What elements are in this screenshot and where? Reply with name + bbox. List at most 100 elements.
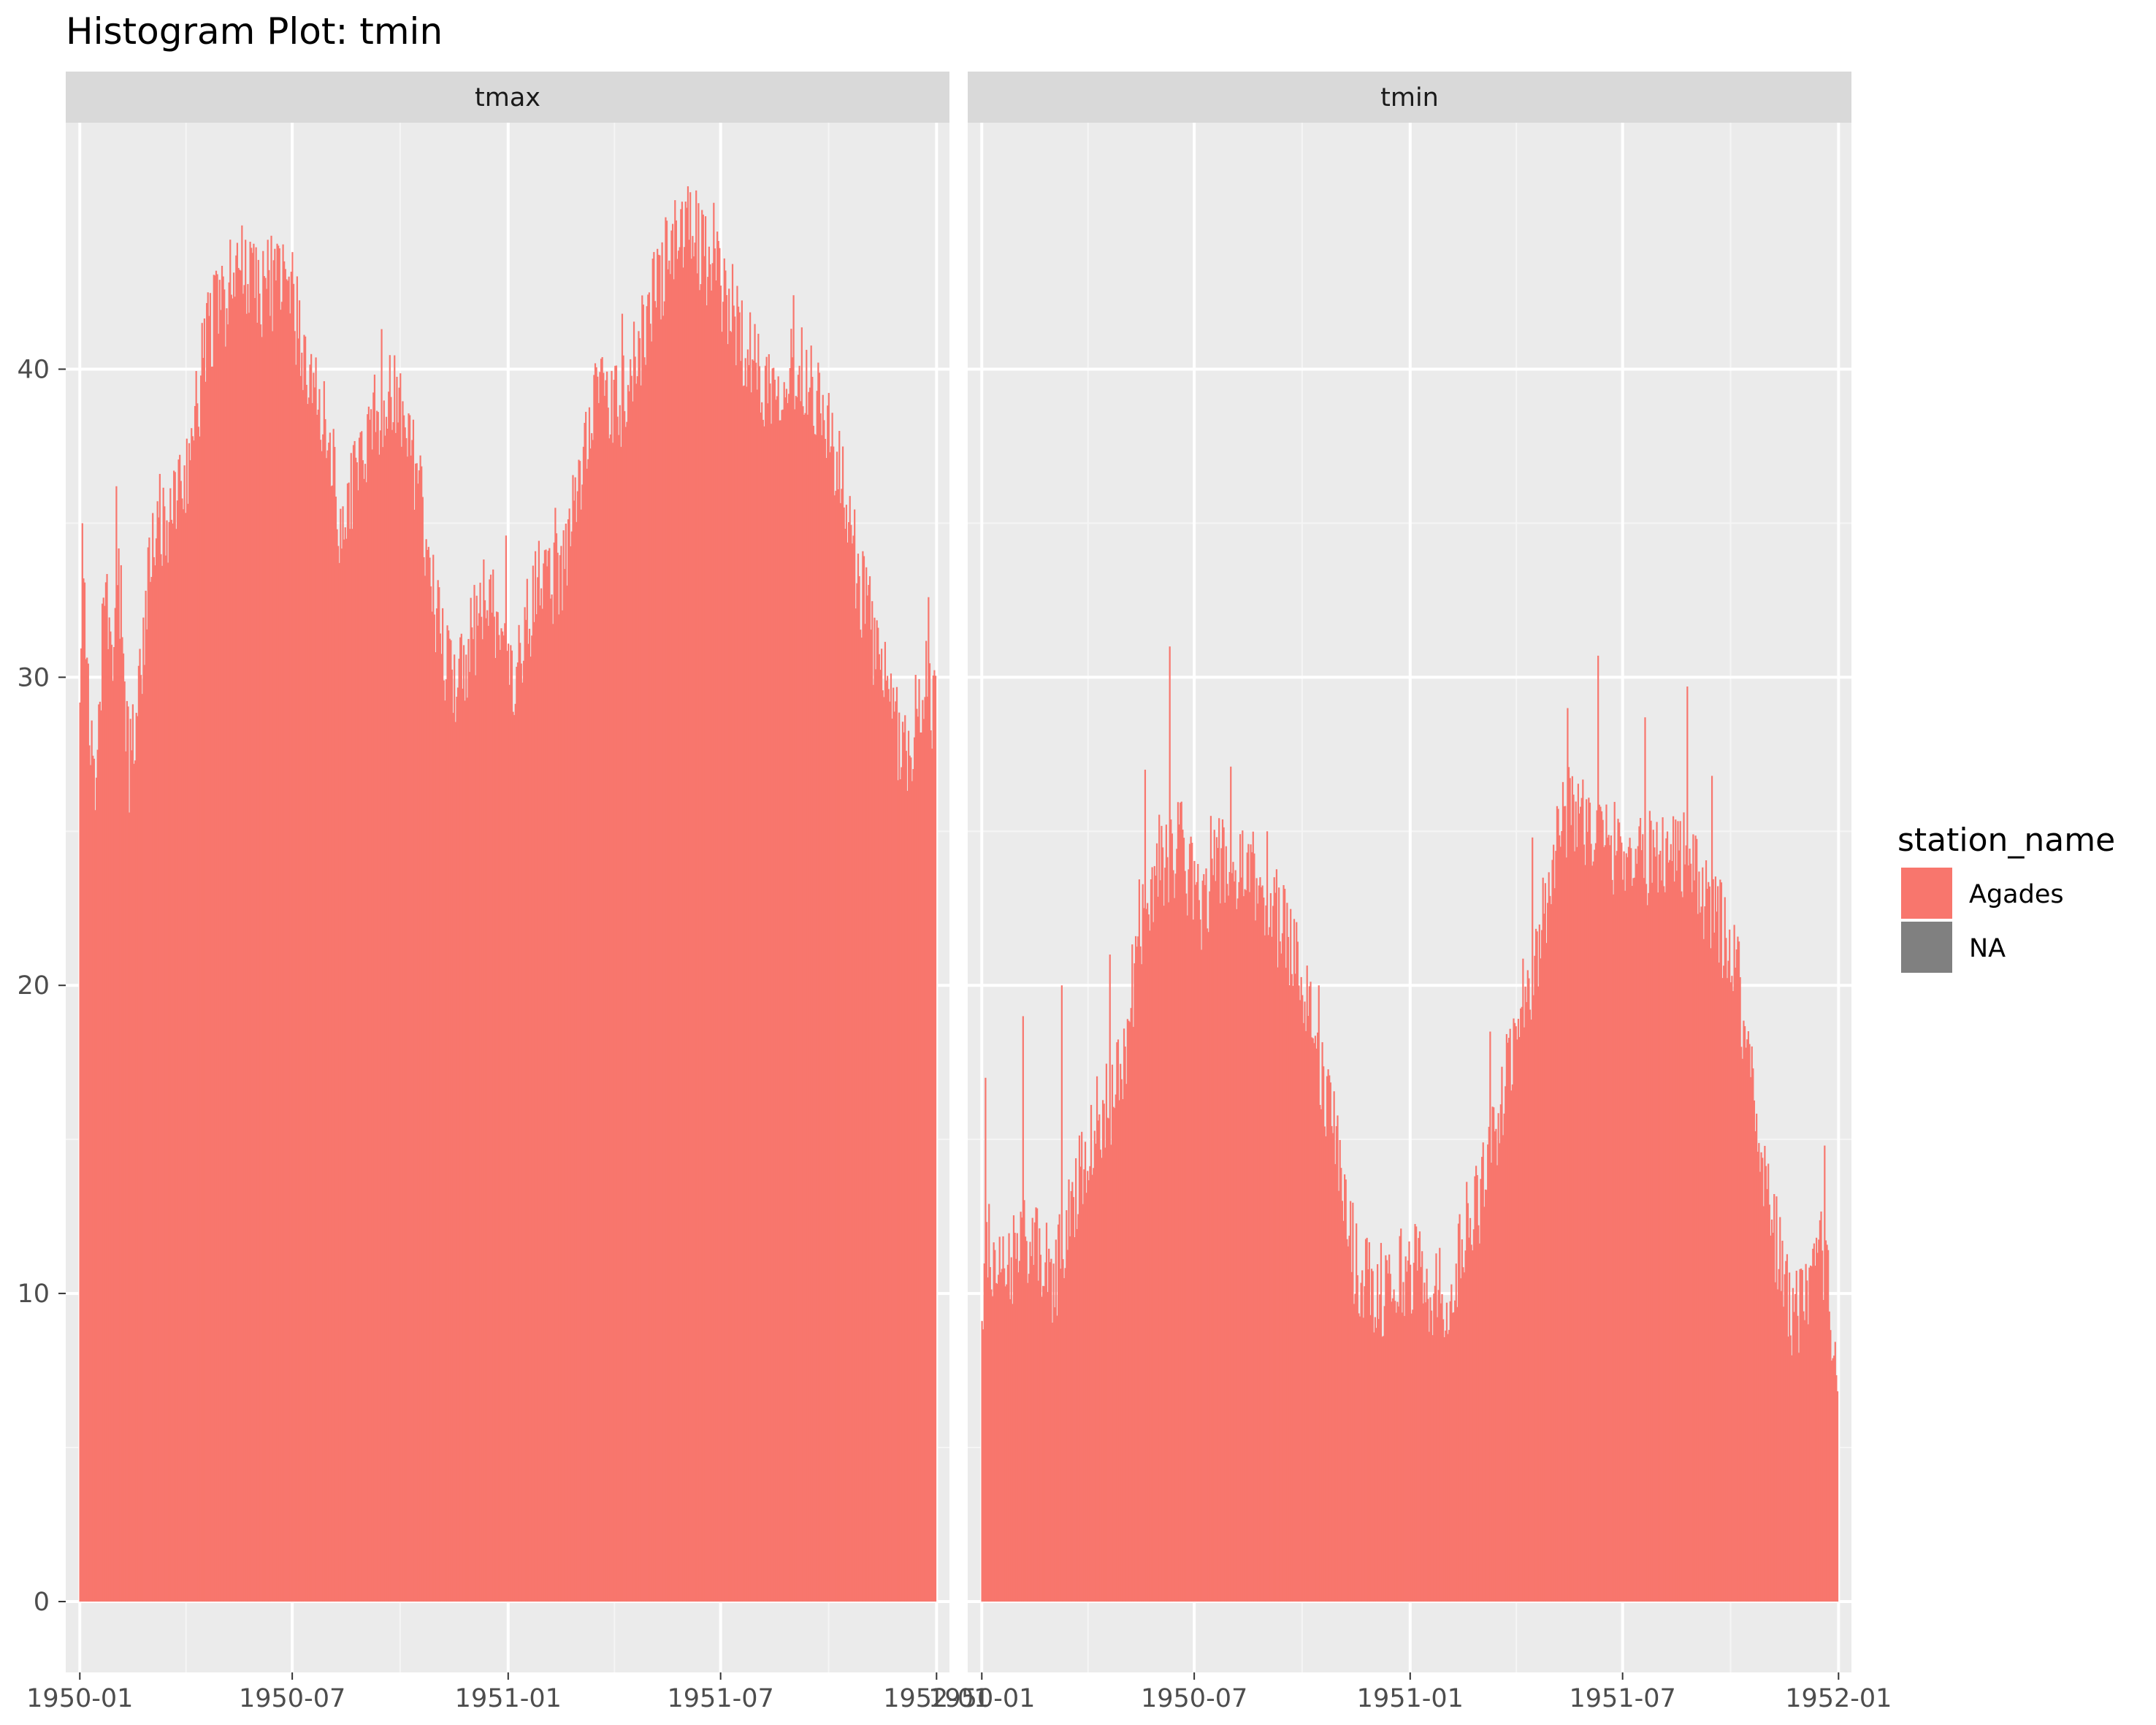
histogram-bar xyxy=(338,562,340,1602)
histogram-bar xyxy=(1006,1264,1009,1602)
histogram-bar xyxy=(925,640,928,1602)
histogram-bar xyxy=(1017,1272,1020,1602)
histogram-bar xyxy=(998,1236,1001,1602)
histogram-bar xyxy=(1161,825,1163,1602)
histogram-bar xyxy=(137,665,140,1602)
histogram-bar xyxy=(985,1077,987,1602)
histogram-bar xyxy=(224,346,226,1602)
histogram-bar xyxy=(551,594,553,1602)
histogram-bar xyxy=(1045,1223,1048,1602)
histogram-bar xyxy=(390,397,392,1602)
histogram-bar xyxy=(345,538,348,1602)
histogram-bar xyxy=(1570,825,1572,1602)
histogram-bar xyxy=(88,745,91,1602)
histogram-bar xyxy=(1037,1280,1039,1602)
histogram-bar xyxy=(186,438,188,1602)
histogram-bar xyxy=(543,563,545,1602)
histogram-bar xyxy=(187,503,189,1602)
histogram-bar xyxy=(1530,1020,1532,1602)
histogram-bar xyxy=(1095,1144,1097,1602)
histogram-bar xyxy=(1750,1076,1752,1602)
histogram-bar xyxy=(197,427,199,1602)
histogram-bar xyxy=(781,410,783,1602)
histogram-bar xyxy=(1404,1256,1407,1602)
histogram-bar xyxy=(1274,892,1277,1602)
histogram-bar xyxy=(1487,1144,1489,1602)
histogram-bar xyxy=(798,365,800,1602)
x-tick-label: 1951-07 xyxy=(1570,1684,1676,1713)
histogram-bar xyxy=(1213,830,1215,1602)
histogram-bar xyxy=(1760,1152,1762,1602)
histogram-bar xyxy=(241,225,243,1602)
histogram-bar xyxy=(1267,935,1269,1602)
histogram-bar xyxy=(1580,806,1582,1602)
histogram-bar xyxy=(454,722,456,1602)
histogram-bar xyxy=(806,414,808,1602)
histogram-bar xyxy=(768,354,770,1602)
histogram-bar xyxy=(491,612,493,1602)
histogram-bar xyxy=(1326,1076,1329,1602)
histogram-bar xyxy=(930,730,932,1602)
histogram-bar xyxy=(288,276,290,1602)
histogram-bar xyxy=(750,392,752,1602)
histogram-bar xyxy=(1052,1263,1055,1602)
histogram-bar xyxy=(990,1289,993,1602)
histogram-bar xyxy=(1334,1163,1337,1602)
histogram-bar xyxy=(1207,928,1209,1602)
histogram-bar xyxy=(722,302,725,1602)
histogram-bar xyxy=(1285,968,1287,1602)
histogram-bar xyxy=(134,760,137,1602)
histogram-bar xyxy=(874,617,876,1602)
histogram-bar xyxy=(687,186,689,1602)
histogram-bar xyxy=(1055,1239,1057,1602)
histogram-bar xyxy=(394,355,396,1602)
histogram-bar xyxy=(1657,892,1659,1602)
histogram-bar xyxy=(1589,803,1591,1602)
histogram-bar xyxy=(359,432,362,1602)
histogram-bar xyxy=(574,477,576,1602)
histogram-bar xyxy=(684,247,686,1602)
histogram-bar xyxy=(1547,903,1549,1602)
histogram-bar xyxy=(141,694,143,1602)
histogram-bar xyxy=(628,391,630,1602)
histogram-bar xyxy=(1030,1255,1033,1602)
histogram-bar xyxy=(1177,802,1180,1602)
histogram-bar xyxy=(1093,1131,1096,1602)
histogram-bar xyxy=(1515,1026,1517,1602)
histogram-bar xyxy=(1266,831,1269,1602)
histogram-bar xyxy=(630,359,632,1602)
histogram-bar xyxy=(218,280,221,1602)
histogram-bar xyxy=(1598,804,1600,1602)
histogram-bar xyxy=(757,334,760,1602)
histogram-bar xyxy=(1265,905,1267,1602)
histogram-bar xyxy=(1705,860,1708,1602)
histogram-bar xyxy=(1012,1215,1015,1602)
histogram-bar xyxy=(177,459,180,1602)
histogram-bar xyxy=(1460,1278,1462,1602)
histogram-bar xyxy=(695,190,697,1602)
histogram-bar xyxy=(1600,811,1603,1602)
histogram-bar xyxy=(282,244,284,1602)
histogram-bar xyxy=(323,380,325,1602)
histogram-bar xyxy=(1739,977,1741,1602)
histogram-bar xyxy=(189,460,191,1602)
histogram-bar xyxy=(1486,1190,1488,1602)
histogram-bar xyxy=(1629,838,1631,1602)
histogram-bar xyxy=(1366,1237,1368,1602)
histogram-bar xyxy=(670,230,673,1602)
histogram-bar xyxy=(601,357,603,1602)
histogram-bar xyxy=(584,422,586,1602)
histogram-bar xyxy=(1069,1236,1071,1602)
histogram-bar xyxy=(755,362,757,1602)
histogram-bar xyxy=(83,582,86,1602)
histogram-bar xyxy=(1391,1298,1394,1602)
histogram-bar xyxy=(1051,1323,1054,1602)
histogram-bar xyxy=(516,666,518,1602)
histogram-bar xyxy=(1526,1002,1528,1602)
histogram-bar xyxy=(1469,1217,1472,1602)
histogram-bar xyxy=(1388,1254,1391,1602)
histogram-bar xyxy=(1155,875,1157,1602)
histogram-bar xyxy=(989,1266,991,1602)
histogram-bar xyxy=(1478,1243,1481,1602)
histogram-bar xyxy=(1360,1282,1362,1602)
